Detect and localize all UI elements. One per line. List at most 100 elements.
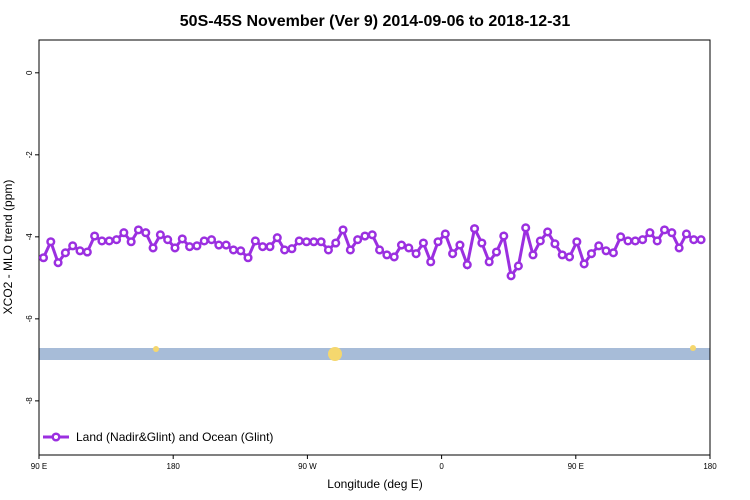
point — [294, 236, 304, 246]
point — [484, 257, 494, 267]
point — [360, 231, 370, 241]
point — [141, 228, 151, 238]
point — [375, 245, 385, 255]
point — [418, 238, 428, 248]
point — [470, 224, 480, 234]
point — [199, 236, 209, 246]
point — [638, 235, 648, 245]
plot-frame — [38, 39, 711, 456]
point — [681, 229, 691, 239]
point — [674, 243, 684, 253]
point — [97, 236, 107, 246]
glint-spot — [153, 346, 159, 352]
point — [659, 225, 670, 235]
point — [119, 228, 129, 238]
point — [316, 237, 326, 247]
point — [586, 249, 597, 259]
point — [623, 236, 633, 246]
point — [594, 241, 604, 251]
point — [148, 243, 158, 253]
chart-title: 50S-45S November (Ver 9) 2014-09-06 to 2… — [180, 13, 571, 30]
y-tick-label: 0 — [25, 70, 34, 75]
y-tick-label: -2 — [25, 151, 34, 159]
point — [177, 234, 187, 244]
point — [535, 236, 545, 246]
point — [696, 235, 706, 245]
point — [491, 247, 502, 257]
point — [528, 250, 538, 260]
point — [426, 257, 436, 267]
point — [309, 237, 319, 247]
point — [323, 245, 333, 255]
point — [192, 241, 202, 251]
point — [404, 243, 414, 253]
x-tick-label: 180 — [167, 462, 181, 471]
point — [206, 235, 217, 245]
point — [572, 237, 582, 247]
point — [221, 240, 231, 250]
point — [272, 233, 282, 243]
point — [250, 236, 260, 246]
y-tick-label: -8 — [25, 397, 34, 405]
point — [126, 237, 136, 247]
point — [506, 271, 516, 281]
point — [564, 252, 575, 262]
point — [111, 235, 122, 245]
point — [689, 235, 699, 245]
point — [462, 260, 472, 270]
point — [38, 253, 49, 263]
point — [477, 238, 487, 248]
point — [90, 231, 100, 241]
x-tick-label: 90 E — [568, 462, 584, 471]
point — [280, 245, 290, 255]
point — [396, 240, 407, 250]
glint-spot — [690, 345, 696, 351]
point — [287, 244, 297, 254]
point — [258, 242, 268, 252]
point — [228, 245, 238, 255]
point — [367, 230, 377, 240]
point — [236, 246, 246, 256]
x-tick-label: 90 W — [298, 462, 317, 471]
point — [170, 243, 180, 253]
x-tick-label: 180 — [703, 462, 717, 471]
x-tick-label: 90 E — [31, 462, 47, 471]
land-band — [39, 348, 710, 360]
point — [389, 252, 399, 262]
point — [440, 229, 450, 239]
point — [550, 239, 560, 249]
point — [455, 240, 465, 250]
point — [433, 237, 443, 247]
y-tick-label: -6 — [25, 315, 34, 323]
point — [353, 235, 363, 245]
point — [243, 253, 253, 263]
point — [155, 230, 165, 240]
point — [60, 248, 70, 258]
point — [667, 228, 677, 238]
point — [382, 250, 392, 260]
point — [53, 258, 63, 268]
x-axis-label: Longitude (deg E) — [327, 477, 422, 491]
point — [630, 236, 640, 246]
point — [448, 249, 458, 259]
y-axis-label: XCO2 - MLO trend (ppm) — [1, 180, 15, 315]
point — [601, 246, 611, 256]
point — [652, 236, 662, 246]
point — [265, 242, 275, 252]
y-tick-label: -4 — [25, 233, 34, 241]
point — [301, 237, 312, 247]
point — [616, 232, 626, 242]
point — [133, 225, 144, 235]
point — [214, 240, 224, 250]
point — [557, 250, 567, 260]
point — [499, 231, 509, 241]
point — [331, 238, 341, 248]
glint-spot — [328, 347, 342, 361]
point — [338, 225, 348, 235]
point — [645, 228, 655, 238]
point — [411, 249, 421, 259]
point — [75, 246, 85, 256]
legend-swatch — [51, 432, 61, 442]
point — [513, 261, 523, 271]
